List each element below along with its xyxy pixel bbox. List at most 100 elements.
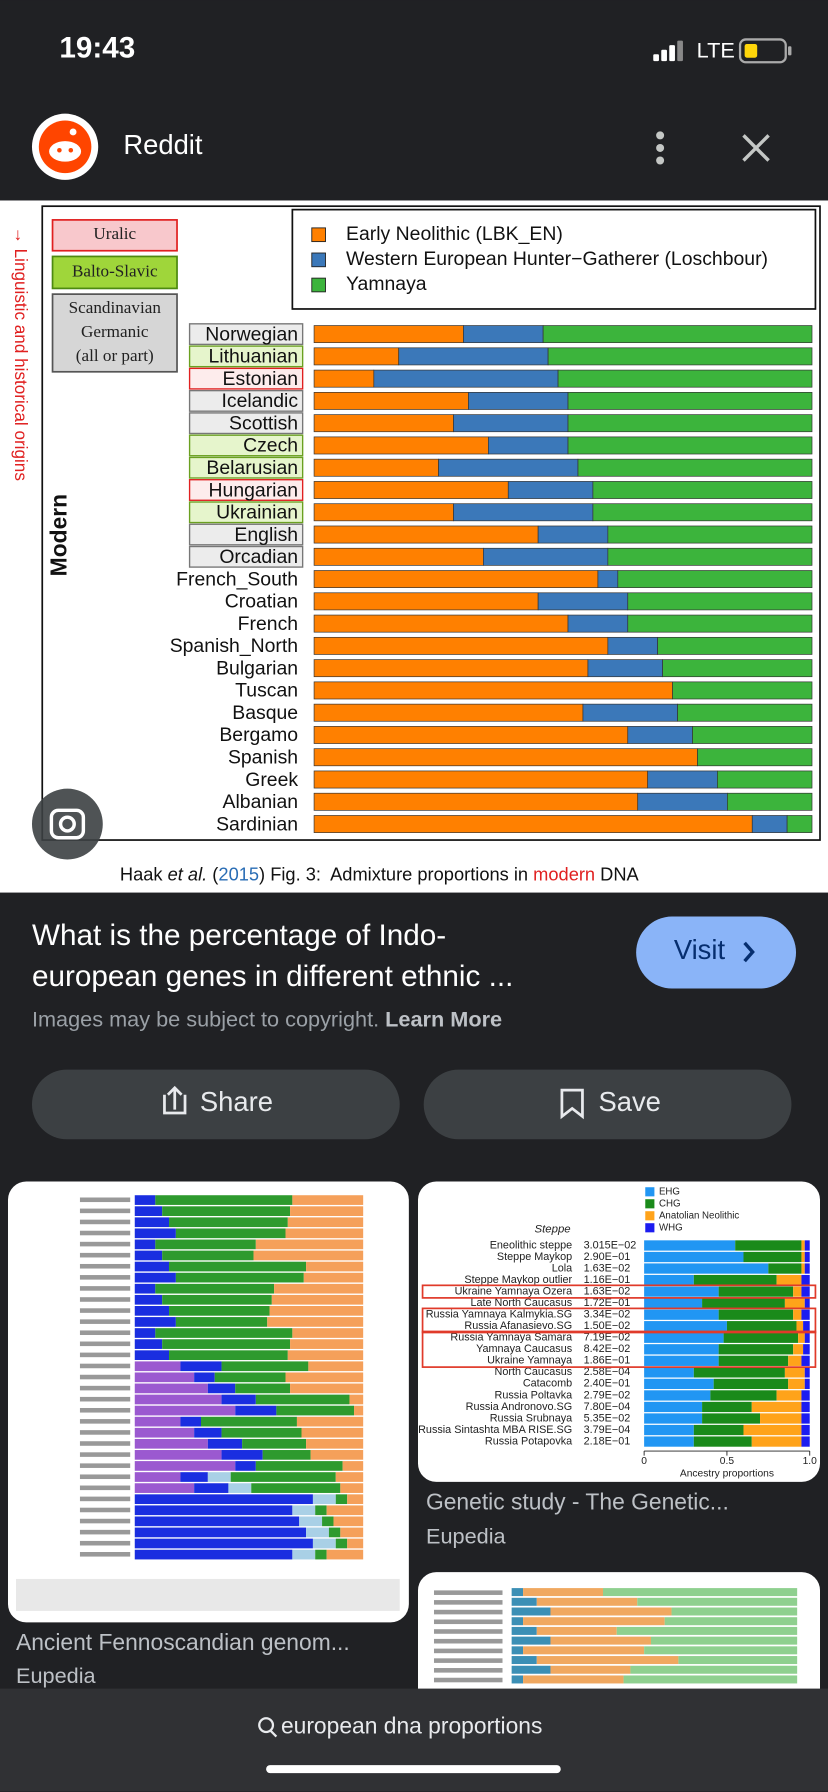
result-title[interactable]: european genes in different ethnic ... <box>32 960 513 993</box>
thumb-bar <box>287 1350 364 1361</box>
save-button[interactable]: Save <box>423 1069 792 1140</box>
more-menu[interactable] <box>656 131 665 165</box>
bar-segment <box>672 681 813 700</box>
thumb-bar <box>315 1505 327 1516</box>
share-button[interactable]: Share <box>31 1069 400 1140</box>
row-name: Yamnaya Caucasus <box>476 1343 573 1355</box>
bar-segment <box>644 1344 719 1355</box>
category-label: Orcadian <box>219 546 298 568</box>
visit-button[interactable]: Visit <box>636 916 797 989</box>
bar-segment <box>804 1263 810 1274</box>
bar-segment <box>793 1344 804 1355</box>
x-axis-title: Ancestry proportions <box>680 1469 774 1480</box>
search-query[interactable]: european dna proportions <box>281 1712 542 1738</box>
bar-segment <box>717 770 813 789</box>
bar-segment <box>313 503 454 522</box>
bar-segment <box>537 525 609 544</box>
category-box <box>188 345 304 368</box>
thumb-text-line <box>79 1385 131 1391</box>
thumb-bar <box>194 1372 215 1383</box>
thumb-bar <box>162 1339 291 1349</box>
thumb-bar <box>285 1372 364 1383</box>
caption-part: ( <box>207 863 218 884</box>
row-name: Russia Andronovo.SG <box>466 1401 573 1413</box>
bar-segment <box>693 1436 752 1447</box>
thumb-bar <box>155 1195 293 1205</box>
bar-segment <box>313 325 464 344</box>
category-box <box>188 367 304 390</box>
share-label[interactable]: Share <box>200 1086 273 1117</box>
row-name: Russia Yamnaya Samara <box>450 1332 573 1344</box>
bar-segment <box>803 1321 810 1332</box>
thumb-bar <box>511 1656 537 1665</box>
bar-segment <box>801 1240 805 1251</box>
thumb-bar <box>290 1383 364 1394</box>
bar-segment <box>398 347 549 366</box>
legend-label: Western European Hunter−Gatherer (Loschb… <box>346 248 768 270</box>
thumb-text-line <box>433 1668 503 1673</box>
bar-segment <box>644 1298 703 1309</box>
bar-segment <box>804 1378 810 1390</box>
close-button[interactable] <box>742 134 770 162</box>
thumb-text-line <box>79 1275 131 1280</box>
bar-segment <box>592 481 813 499</box>
lens-button[interactable] <box>31 788 103 860</box>
caption-part: et al. <box>168 863 208 884</box>
thumb-bar <box>180 1472 208 1482</box>
thumb-bar <box>255 1461 343 1471</box>
related-title[interactable]: Ancient Fennoscandian genom... <box>16 1629 350 1655</box>
bar-segment <box>801 1274 810 1286</box>
thumb-bar <box>292 1195 364 1205</box>
row-value: 1.86E−01 <box>584 1355 631 1367</box>
thumb-bar <box>335 1472 364 1482</box>
thumb-bar <box>315 1549 327 1560</box>
thumb-bar <box>301 1427 364 1438</box>
row-value: 1.63E−02 <box>584 1285 631 1297</box>
related-title[interactable]: Genetic study - The Genetic... <box>426 1489 729 1515</box>
row-value: 2.40E−01 <box>584 1378 631 1390</box>
caption-part: Haak <box>120 863 168 884</box>
bar-segment <box>776 1390 802 1401</box>
thumb-bar <box>650 1636 798 1645</box>
thumb-bar <box>292 1328 364 1338</box>
highlight-box <box>421 1307 817 1334</box>
group-key-label: (all or part) <box>76 346 154 365</box>
thumb-bar <box>303 1272 364 1283</box>
save-label[interactable]: Save <box>598 1086 660 1117</box>
learn-more-link[interactable]: Learn More <box>385 1006 502 1031</box>
category-label: Norwegian <box>205 323 298 345</box>
bar-segment <box>727 792 813 811</box>
thumb-bar <box>290 1206 364 1217</box>
bar-segment <box>693 1274 777 1286</box>
search-bar[interactable] <box>0 1688 828 1792</box>
source-name[interactable]: Reddit <box>123 129 203 160</box>
row-name: Russia Sintashta MBA RISE.SG <box>418 1424 572 1436</box>
row-name: Russia Potapovka <box>485 1435 573 1447</box>
row-value: 2.58E−04 <box>584 1366 631 1378</box>
thumb-bar <box>134 1250 163 1261</box>
thumb-bar <box>235 1461 256 1471</box>
thumb-bar <box>536 1597 638 1606</box>
category-label: Spanish_North <box>170 635 298 657</box>
reddit-logo[interactable] <box>31 113 99 180</box>
category-box <box>188 389 304 412</box>
thumb-text-line <box>79 1441 131 1446</box>
row-value: 3.79E−04 <box>584 1424 631 1436</box>
thumb-bar <box>269 1306 364 1316</box>
thumb-bar <box>349 1394 364 1405</box>
thumb-text-line <box>433 1609 503 1615</box>
thumb-bar <box>180 1361 222 1372</box>
y-axis-title: Modern <box>46 494 72 576</box>
bar-segment <box>644 1251 744 1263</box>
thumb-bar <box>134 1239 156 1250</box>
thumb-bar <box>134 1472 181 1482</box>
bar-segment <box>743 1424 802 1436</box>
visit-label[interactable]: Visit <box>674 934 726 965</box>
result-title[interactable]: What is the percentage of Indo- <box>32 919 446 952</box>
bar-segment <box>804 1298 810 1309</box>
thumb-bar <box>134 1538 313 1549</box>
thumb-bar <box>310 1450 364 1460</box>
row-value: 3.015E−02 <box>584 1239 637 1251</box>
thumb-text-line <box>79 1241 131 1247</box>
bar-segment <box>713 1378 789 1390</box>
